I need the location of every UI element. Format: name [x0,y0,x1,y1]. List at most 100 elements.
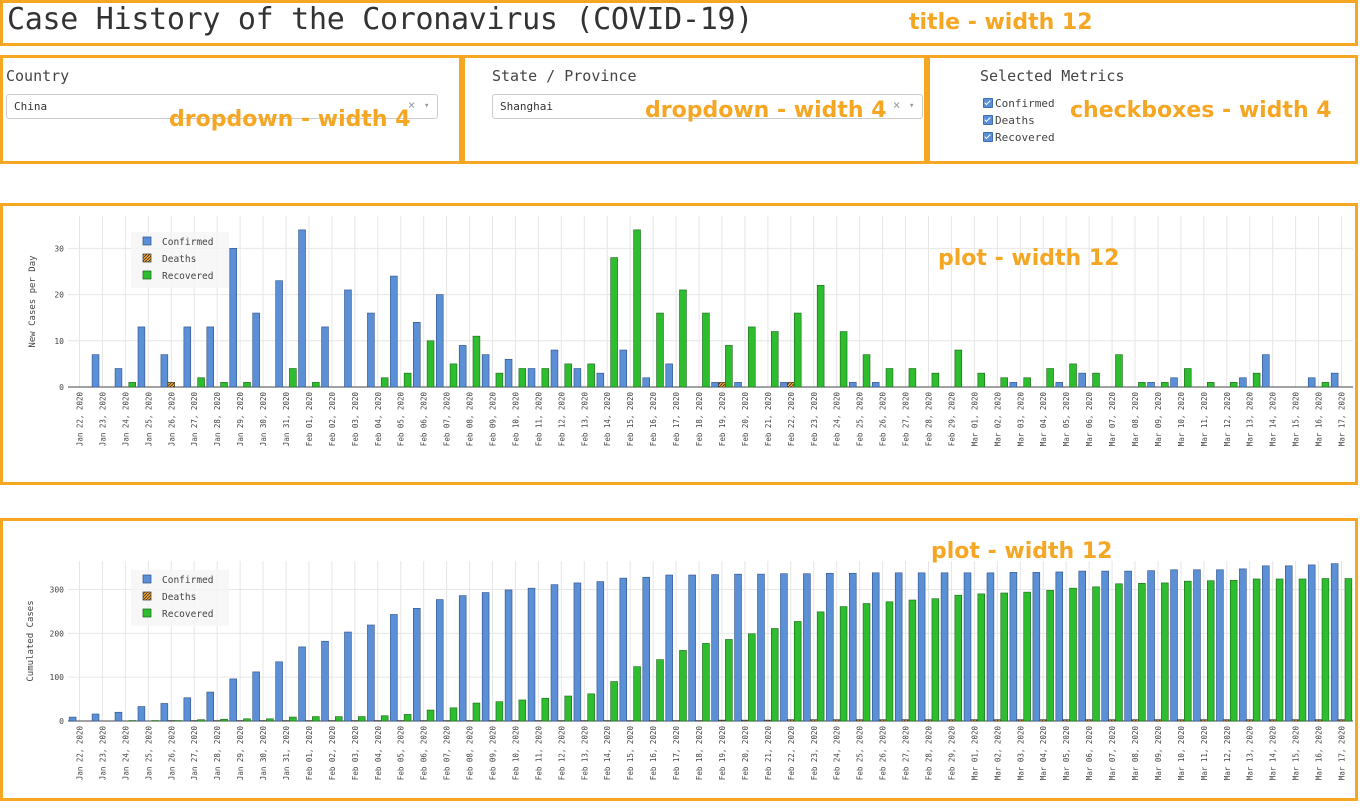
bar-confirmed[interactable] [780,382,788,388]
bar-recovered[interactable] [656,659,664,722]
bar-confirmed[interactable] [413,608,421,722]
bar-confirmed[interactable] [298,646,306,722]
bar-confirmed[interactable] [1330,563,1339,722]
bar-confirmed[interactable] [252,312,260,388]
bar-recovered[interactable] [403,714,412,722]
bar-confirmed[interactable] [321,326,329,388]
bar-confirmed[interactable] [596,372,605,388]
bar-confirmed[interactable] [642,377,650,388]
bar-confirmed[interactable] [367,624,375,722]
bar-deaths[interactable] [855,719,864,722]
bar-confirmed[interactable] [986,572,995,722]
bar-recovered[interactable] [725,639,733,722]
bar-recovered[interactable] [1161,582,1169,722]
bar-confirmed[interactable] [229,678,237,722]
bar-recovered[interactable] [633,229,641,388]
bar-deaths[interactable] [1154,719,1162,722]
bar-recovered[interactable] [197,377,205,388]
legend-label-confirmed[interactable]: Confirmed [162,237,213,248]
bar-confirmed[interactable] [527,368,536,388]
bar-confirmed[interactable] [527,587,536,722]
bar-confirmed[interactable] [619,577,628,722]
state-dropdown[interactable]: Shanghai × ▾ [492,94,923,119]
bar-recovered[interactable] [885,368,894,388]
bar-confirmed[interactable] [871,572,880,722]
bar-confirmed[interactable] [1262,565,1270,722]
bar-recovered[interactable] [1184,368,1192,388]
bar-deaths[interactable] [1268,719,1277,722]
bar-confirmed[interactable] [435,599,444,722]
bar-recovered[interactable] [128,382,136,388]
bar-recovered[interactable] [1138,583,1146,722]
bar-confirmed[interactable] [849,572,857,722]
bar-confirmed[interactable] [275,661,283,722]
bar-recovered[interactable] [1275,578,1284,722]
bar-recovered[interactable] [220,382,228,388]
bar-recovered[interactable] [357,716,366,722]
bar-recovered[interactable] [954,349,963,388]
legend-label-deaths[interactable]: Deaths [162,592,196,603]
checkbox-deaths[interactable]: Deaths [983,113,1035,127]
daily-cases-chart[interactable]: 0 10 20 30 New Cases per Day Jan 22, 2020 Jan … [3,206,1355,482]
bar-recovered[interactable] [243,718,251,722]
bar-confirmed[interactable] [1101,570,1109,722]
bar-confirmed[interactable] [481,592,490,722]
bar-confirmed[interactable] [1262,354,1270,388]
bar-recovered[interactable] [633,666,641,722]
bar-recovered[interactable] [748,633,756,722]
bar-recovered[interactable] [1000,377,1008,388]
bar-confirmed[interactable] [894,572,903,722]
bar-confirmed[interactable] [137,326,146,388]
bar-confirmed[interactable] [688,574,696,722]
bar-confirmed[interactable] [1307,377,1316,388]
bar-recovered[interactable] [564,695,572,722]
bar-confirmed[interactable] [344,631,352,722]
bar-recovered[interactable] [426,709,435,722]
bar-recovered[interactable] [1252,372,1261,388]
bar-deaths[interactable] [970,719,979,722]
bar-deaths[interactable] [1177,719,1185,722]
bar-recovered[interactable] [541,697,550,722]
bar-recovered[interactable] [839,606,848,722]
bar-recovered[interactable] [587,693,595,722]
state-chevron-down-icon[interactable]: ▾ [909,101,915,111]
bar-deaths[interactable] [993,719,1002,722]
bar-confirmed[interactable] [596,581,605,722]
bar-recovered[interactable] [771,331,779,388]
bar-recovered[interactable] [771,628,779,722]
bar-confirmed[interactable] [734,573,742,722]
checkbox-confirmed[interactable]: Confirmed [983,96,1055,110]
bar-recovered[interactable] [472,335,481,388]
bar-recovered[interactable] [495,372,504,388]
bar-recovered[interactable] [1161,382,1169,388]
bar-confirmed[interactable] [1147,570,1155,722]
bar-deaths[interactable] [1291,719,1300,722]
bar-confirmed[interactable] [1239,377,1247,388]
bar-recovered[interactable] [518,699,527,722]
bar-recovered[interactable] [1069,363,1077,388]
bar-recovered[interactable] [610,257,618,388]
legend-label-recovered[interactable]: Recovered [162,271,213,282]
bar-recovered[interactable] [908,368,917,388]
bar-deaths[interactable] [1016,719,1025,722]
bar-confirmed[interactable] [711,382,719,388]
bar-recovered[interactable] [1046,590,1054,722]
state-clear-icon[interactable]: × [893,98,901,112]
bar-deaths[interactable] [741,719,749,722]
bar-recovered[interactable] [1321,382,1330,388]
bar-confirmed[interactable] [458,595,467,722]
bar-recovered[interactable] [266,718,274,722]
legend-label-confirmed[interactable]: Confirmed [162,575,213,586]
legend-label-deaths[interactable]: Deaths [162,254,196,265]
bar-recovered[interactable] [380,377,389,388]
bar-confirmed[interactable] [757,573,765,722]
bar-deaths[interactable] [1062,719,1070,722]
bar-confirmed[interactable] [734,382,742,388]
bar-confirmed[interactable] [1239,568,1247,722]
bar-recovered[interactable] [289,368,297,388]
bar-confirmed[interactable] [1032,572,1041,722]
bar-recovered[interactable] [426,340,435,388]
bar-recovered[interactable] [449,707,458,722]
bar-recovered[interactable] [1000,592,1008,722]
bar-recovered[interactable] [977,372,986,388]
